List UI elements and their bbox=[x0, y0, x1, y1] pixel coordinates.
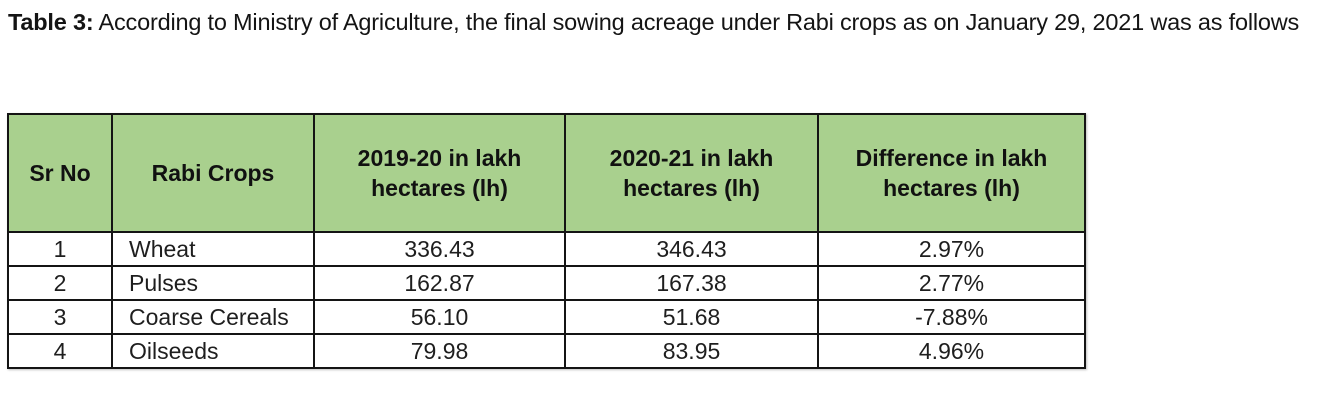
header-2019-20: 2019-20 in lakh hectares (lh) bbox=[313, 113, 566, 233]
header-rabi-crops: Rabi Crops bbox=[111, 113, 315, 233]
cell-2019-20: 162.87 bbox=[313, 265, 566, 301]
header-2020-21: 2020-21 in lakh hectares (lh) bbox=[564, 113, 819, 233]
cell-crop: Coarse Cereals bbox=[111, 299, 315, 335]
cell-difference: 2.97% bbox=[817, 231, 1086, 267]
caption-label: Table 3: bbox=[8, 9, 94, 35]
cell-crop: Oilseeds bbox=[111, 333, 315, 369]
rabi-sowing-table: Sr No Rabi Crops 2019-20 in lakh hectare… bbox=[7, 113, 1086, 369]
table-caption: Table 3: According to Ministry of Agricu… bbox=[8, 4, 1333, 40]
cell-crop: Pulses bbox=[111, 265, 315, 301]
table-row: 4 Oilseeds 79.98 83.95 4.96% bbox=[7, 333, 1086, 369]
cell-sr-no: 3 bbox=[7, 299, 113, 335]
cell-difference: 2.77% bbox=[817, 265, 1086, 301]
cell-difference: -7.88% bbox=[817, 299, 1086, 335]
cell-crop: Wheat bbox=[111, 231, 315, 267]
cell-2019-20: 336.43 bbox=[313, 231, 566, 267]
cell-2020-21: 346.43 bbox=[564, 231, 819, 267]
header-sr-no: Sr No bbox=[7, 113, 113, 233]
cell-2020-21: 167.38 bbox=[564, 265, 819, 301]
cell-sr-no: 2 bbox=[7, 265, 113, 301]
cell-2019-20: 79.98 bbox=[313, 333, 566, 369]
caption-text: According to Ministry of Agriculture, th… bbox=[93, 9, 1300, 35]
cell-sr-no: 4 bbox=[7, 333, 113, 369]
table-row: 3 Coarse Cereals 56.10 51.68 -7.88% bbox=[7, 299, 1086, 335]
cell-2020-21: 83.95 bbox=[564, 333, 819, 369]
cell-difference: 4.96% bbox=[817, 333, 1086, 369]
cell-sr-no: 1 bbox=[7, 231, 113, 267]
cell-2020-21: 51.68 bbox=[564, 299, 819, 335]
header-row: Sr No Rabi Crops 2019-20 in lakh hectare… bbox=[7, 113, 1086, 233]
table-row: 1 Wheat 336.43 346.43 2.97% bbox=[7, 231, 1086, 267]
table-header: Sr No Rabi Crops 2019-20 in lakh hectare… bbox=[7, 113, 1086, 233]
table-row: 2 Pulses 162.87 167.38 2.77% bbox=[7, 265, 1086, 301]
table-body: 1 Wheat 336.43 346.43 2.97% 2 Pulses 162… bbox=[7, 231, 1086, 369]
header-difference: Difference in lakh hectares (lh) bbox=[817, 113, 1086, 233]
cell-2019-20: 56.10 bbox=[313, 299, 566, 335]
